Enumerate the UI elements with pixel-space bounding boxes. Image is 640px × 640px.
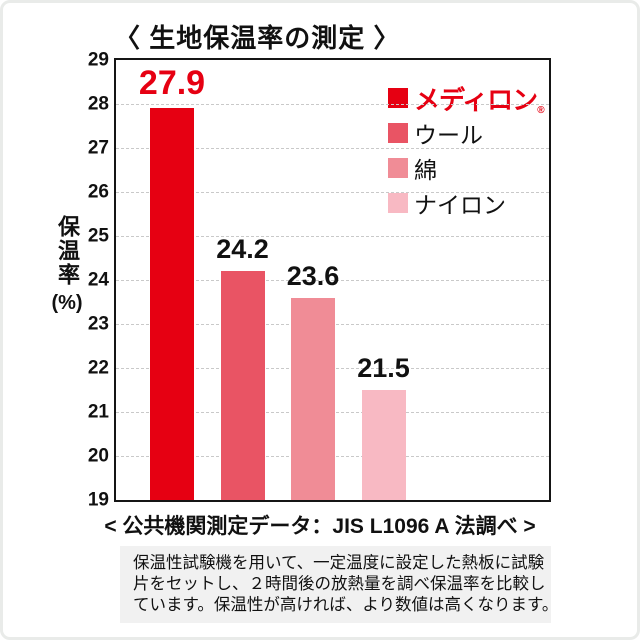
legend-label: メディロン® <box>414 84 545 116</box>
gridline-26 <box>116 192 549 193</box>
legend-swatch-icon <box>388 88 408 108</box>
y-axis-unit: (%) <box>51 292 83 314</box>
method-note-line-1: 保温性試験機を用いて、一定温度に設定した熱板に試験 <box>133 554 545 572</box>
bar-value-label-メディロン: 27.9 <box>138 64 206 103</box>
y-axis-title-text: 保温率 <box>55 215 80 287</box>
legend-item-綿: 綿 <box>388 156 545 183</box>
legend-label: ウール <box>414 122 483 148</box>
legend-item-ナイロン: ナイロン <box>388 191 545 218</box>
bar-value-label-ナイロン: 21.5 <box>357 353 410 383</box>
y-tick-22: 22 <box>87 357 109 379</box>
bar-ウール <box>220 271 265 500</box>
gridline-25 <box>116 236 549 237</box>
method-note-line-3: ています。保温性が高ければ、より数値は高くなります。 <box>133 596 559 614</box>
gridline-24 <box>116 280 549 281</box>
legend-swatch-icon <box>388 123 408 143</box>
data-source-caption: < 公共機関測定データ：JIS L1096 A 法調べ > <box>104 515 536 538</box>
chart-legend: メディロン® ウール綿ナイロン <box>388 85 545 218</box>
bar-value-label-ウール: 24.2 <box>216 234 269 265</box>
y-axis-title: 保温率 (%) <box>41 215 93 315</box>
y-tick-25: 25 <box>87 225 109 247</box>
y-tick-28: 28 <box>87 93 109 115</box>
gridline-28 <box>116 104 549 105</box>
registered-trademark-mark: ® <box>537 104 545 116</box>
y-axis-ticks: 29 28 27 26 25 24 23 22 21 20 19 <box>61 51 109 510</box>
legend-item-ウール: ウール <box>388 121 545 148</box>
bar-value-label-綿: 23.6 <box>286 260 340 291</box>
legend-swatch-icon <box>388 193 408 213</box>
legend-label: 綿 <box>414 157 437 183</box>
y-tick-26: 26 <box>87 181 109 203</box>
gridline-27 <box>116 148 549 149</box>
legend-item-メディロン: メディロン® <box>388 85 545 116</box>
y-tick-29: 29 <box>87 49 109 71</box>
bar-メディロン <box>150 108 194 500</box>
y-tick-20: 20 <box>87 445 109 467</box>
method-note-line-2: 片をセットし、２時間後の放熱量を調べ保温率を比較し <box>133 575 546 593</box>
legend-swatch-icon <box>388 158 408 178</box>
legend-label: ナイロン <box>414 192 506 218</box>
bar-ナイロン <box>361 390 406 500</box>
bar-綿 <box>291 297 335 500</box>
y-tick-24: 24 <box>87 269 109 291</box>
y-tick-19: 19 <box>87 489 109 511</box>
y-tick-27: 27 <box>87 137 109 159</box>
y-tick-23: 23 <box>87 313 109 335</box>
method-note-box: 保温性試験機を用いて、一定温度に設定した熱板に試験 片をセットし、２時間後の放熱量… <box>120 546 559 623</box>
page-title: 〈 生地保温率の測定 〉 <box>114 23 401 53</box>
plot-area: メディロン® ウール綿ナイロン 27.9 24.2 23.6 21.5 <box>114 58 551 502</box>
y-tick-21: 21 <box>87 401 109 423</box>
